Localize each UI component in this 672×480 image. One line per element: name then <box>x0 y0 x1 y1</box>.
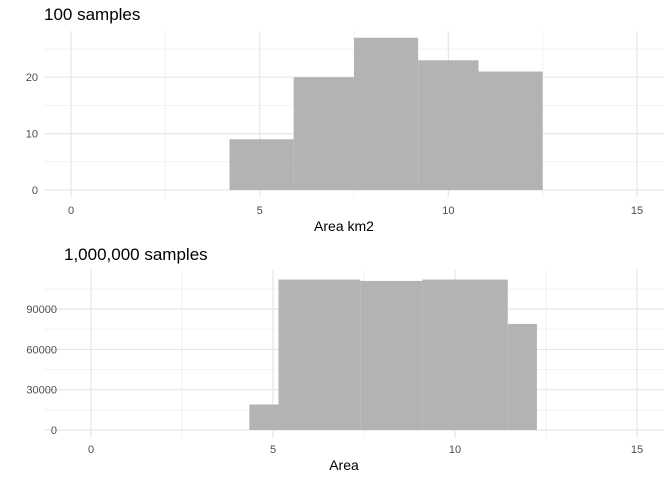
y-tick-label: 20 <box>26 72 38 84</box>
x-axis-title: Area <box>329 457 359 473</box>
y-tick-label: 0 <box>51 425 57 437</box>
histogram-bar <box>229 139 294 190</box>
y-tick-label: 30000 <box>26 385 57 397</box>
x-axis-title: Area km2 <box>314 218 374 234</box>
x-tick-label: 0 <box>88 444 94 456</box>
histogram-bar <box>418 60 479 190</box>
y-tick-label: 60000 <box>26 344 57 356</box>
x-tick-label: 5 <box>270 444 276 456</box>
x-tick-label: 5 <box>257 205 263 217</box>
histogram-bar <box>478 71 543 190</box>
x-tick-label: 0 <box>68 205 74 217</box>
histogram-bar <box>507 323 537 430</box>
histogram-bar <box>422 279 508 430</box>
x-tick-label: 10 <box>449 444 461 456</box>
chart-title: 100 samples <box>44 5 140 24</box>
x-tick-label: 15 <box>631 205 643 217</box>
y-tick-label: 90000 <box>26 304 57 316</box>
y-tick-label: 10 <box>26 129 38 141</box>
chart-title: 1,000,000 samples <box>64 245 208 264</box>
y-tick-label: 0 <box>32 185 38 197</box>
histogram-bar <box>278 279 361 430</box>
histogram-bar <box>293 77 354 190</box>
x-tick-label: 10 <box>442 205 454 217</box>
histogram-bar <box>360 280 423 430</box>
histogram-bar <box>249 404 279 430</box>
histogram-bar <box>354 37 419 190</box>
x-tick-label: 15 <box>631 444 643 456</box>
